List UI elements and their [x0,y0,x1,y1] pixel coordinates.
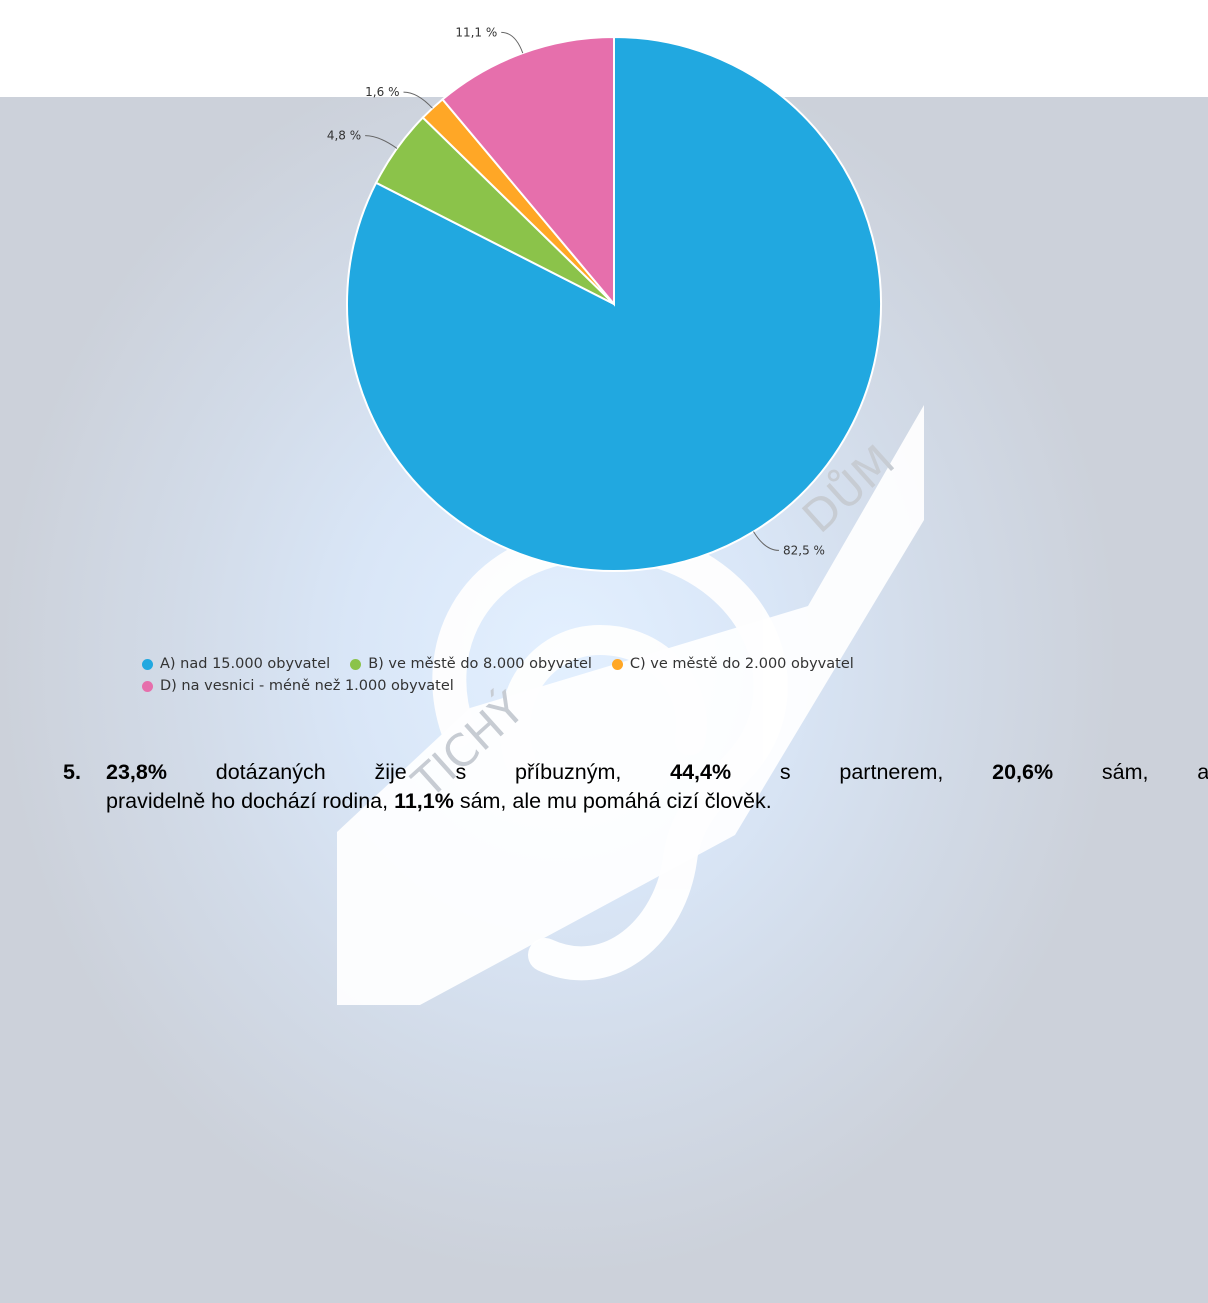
paragraph-text-b: sám, ale mu pomáhá cizí člověk. [453,789,772,813]
slice-value-label-d: 11,1 % [455,25,497,39]
leader-line-b [365,135,398,149]
percent-relative: 23,8% [106,760,167,784]
pie-slice-d[interactable] [441,35,615,307]
legend-row-1: A) nad 15.000 obyvatel B) ve městě do 8.… [142,653,1102,675]
slice-value-label-c: 1,6 % [365,85,399,99]
word: partnerem, [839,760,944,784]
percent-alone-stranger: 11,1% [394,789,454,813]
word: s [779,760,791,784]
word: příbuzným, [515,760,622,784]
leader-line-c [403,91,433,109]
legend-label-d: D) na vesnici - méně než 1.000 obyvatel [160,678,454,694]
legend-row-2: D) na vesnici - méně než 1.000 obyvatel [142,675,1102,697]
watermark-ear-icon [432,526,788,981]
legend-label-c: C) ve městě do 2.000 obyvatel [629,656,854,672]
leader-line-d [501,31,524,54]
word: ale [1197,760,1208,784]
percent-partner: 44,4% [670,760,732,784]
legend-marker-b [350,658,362,670]
percent-alone-family: 20,6% [992,760,1054,784]
leader-line-a [753,531,780,551]
legend-item-a[interactable]: A) nad 15.000 obyvatel [142,656,330,672]
legend-label-b: B) ve městě do 8.000 obyvatel [368,656,592,672]
word: s [455,760,467,784]
legend-marker-d [142,680,153,692]
legend-item-d[interactable]: D) na vesnici - méně než 1.000 obyvatel [142,678,454,694]
slice-value-label-a: 82,5 % [783,543,825,557]
legend-item-b[interactable]: B) ve městě do 8.000 obyvatel [350,656,592,672]
paragraph-number: 5. [63,760,81,784]
paragraph-text-a: pravidelně ho dochází rodina, [106,789,395,813]
pie-chart: 82,5 % 4,8 % 1,6 % 11,1 % [327,25,882,572]
word: dotázaných [215,760,326,784]
watermark-arrow [337,405,924,1005]
word: sám, [1101,760,1149,784]
word: žije [374,760,407,784]
legend-marker-a [142,658,153,670]
chart-legend: A) nad 15.000 obyvatel B) ve městě do 8.… [142,653,1102,697]
paragraph-line-2: pravidelně ho dochází rodina, 11,1% sám,… [106,787,772,816]
paragraph-line-1: 23,8% dotázaných žije s příbuzným, 44,4%… [106,758,1208,787]
slice-value-label-b: 4,8 % [327,129,361,143]
legend-item-c[interactable]: C) ve městě do 2.000 obyvatel [611,656,854,672]
legend-marker-c [611,658,623,670]
legend-label-a: A) nad 15.000 obyvatel [160,656,331,672]
